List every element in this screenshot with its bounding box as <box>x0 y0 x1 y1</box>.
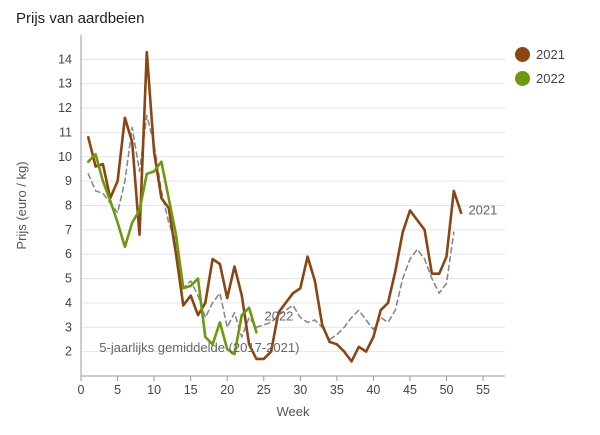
y-tick-label-10: 10 <box>58 150 72 164</box>
y-tick-label-14: 14 <box>58 52 72 66</box>
x-tick-label-50: 50 <box>440 383 454 397</box>
series-line-2022 <box>87 153 258 356</box>
annotation-0: 2021 <box>468 202 497 217</box>
x-tick-label-5: 5 <box>114 383 121 397</box>
legend-item-2021[interactable]: 2021 <box>515 42 565 66</box>
x-axis-title: Week <box>277 404 310 419</box>
x-tick-label-40: 40 <box>366 383 380 397</box>
y-tick-label-2: 2 <box>65 345 72 359</box>
annotation-1: 2022 <box>264 308 293 323</box>
x-tick-label-10: 10 <box>147 383 161 397</box>
legend-item-2022[interactable]: 2022 <box>515 66 565 90</box>
y-tick-label-4: 4 <box>65 296 72 310</box>
x-tick-label-0: 0 <box>78 383 85 397</box>
y-tick-label-9: 9 <box>65 174 72 188</box>
annotation-2: 5-jaarlijks gemiddelde (2017-2021) <box>99 340 299 355</box>
legend-label-2021: 2021 <box>536 46 565 62</box>
legend-swatch-2021 <box>515 46 530 62</box>
series-line-2021 <box>87 50 463 363</box>
y-tick-label-12: 12 <box>58 101 72 115</box>
x-tick-label-35: 35 <box>330 383 344 397</box>
x-tick-label-55: 55 <box>476 383 490 397</box>
series-line-5-jaarlijks-gemiddelde-2017-2021- <box>87 114 455 341</box>
legend-swatch-2022 <box>515 70 530 86</box>
y-tick-label-11: 11 <box>59 125 72 139</box>
x-tick-label-45: 45 <box>403 383 417 397</box>
legend-label-2022: 2022 <box>536 70 565 86</box>
y-tick-label-3: 3 <box>65 320 72 334</box>
y-tick-label-8: 8 <box>65 199 72 213</box>
x-tick-label-25: 25 <box>257 383 271 397</box>
y-tick-label-5: 5 <box>65 272 72 286</box>
chart-title: Prijs van aardbeien <box>16 10 145 27</box>
legend: 2021 2022 <box>515 42 565 90</box>
y-tick-label-6: 6 <box>65 247 72 261</box>
x-tick-label-15: 15 <box>184 383 198 397</box>
y-tick-label-13: 13 <box>58 77 72 91</box>
x-tick-label-20: 20 <box>220 383 234 397</box>
y-axis-title: Prijs (euro / kg) <box>14 161 29 249</box>
y-tick-label-7: 7 <box>65 223 72 237</box>
x-tick-label-30: 30 <box>293 383 307 397</box>
